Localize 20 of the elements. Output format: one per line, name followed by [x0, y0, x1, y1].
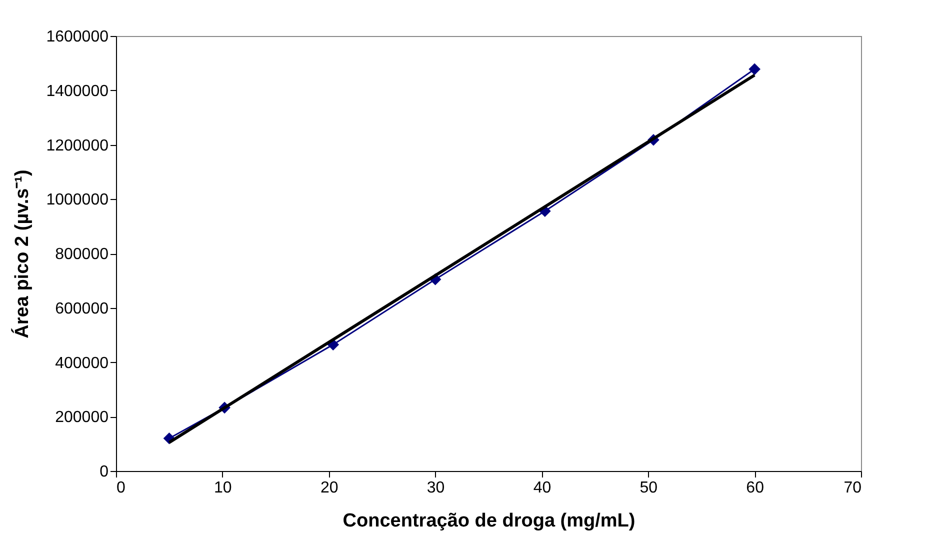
y-axis-title: Área pico 2 (µv.s⁻¹) — [11, 170, 34, 338]
y-tick-label: 600000 — [55, 300, 109, 318]
x-tick-label: 60 — [746, 480, 764, 496]
y-tick-label: 0 — [100, 464, 109, 480]
x-tick-label: 30 — [426, 480, 445, 496]
point — [748, 63, 760, 76]
y-tick-label: 1000000 — [46, 192, 109, 209]
y-tick-label: 800000 — [55, 246, 109, 263]
y-tick-label: 200000 — [55, 409, 109, 426]
x-tick-label: 10 — [214, 480, 232, 496]
y-tick-label: 1200000 — [46, 137, 109, 154]
x-tick-label: 0 — [116, 480, 126, 496]
y-tick-label: 1600000 — [46, 28, 109, 46]
x-axis-title: Concentração de droga (mg/mL) — [342, 510, 636, 532]
x-tick-label: 50 — [640, 480, 658, 496]
x-tick-label: 70 — [844, 480, 862, 496]
y-tick-label: 400000 — [55, 354, 109, 372]
y-tick-label: 1400000 — [46, 82, 109, 100]
x-tick-label: 40 — [533, 480, 552, 496]
x-tick-label: 20 — [320, 480, 338, 496]
